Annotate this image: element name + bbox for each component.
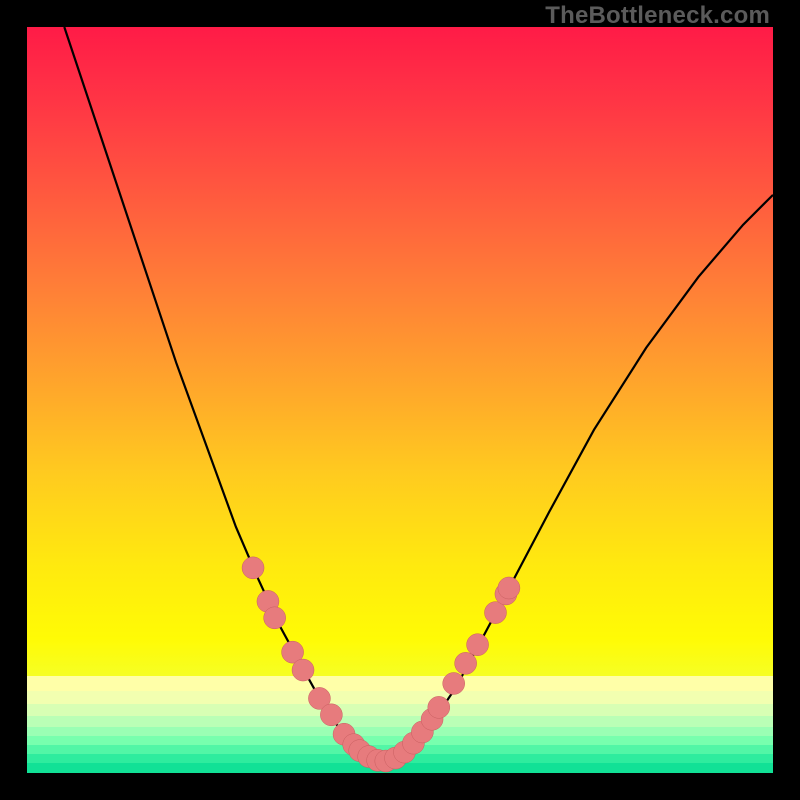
curve-layer bbox=[27, 27, 773, 773]
watermark-text: TheBottleneck.com bbox=[545, 2, 770, 30]
marker-dot bbox=[467, 634, 489, 656]
plot-area bbox=[27, 27, 773, 773]
marker-dot bbox=[292, 659, 314, 681]
marker-dot bbox=[484, 602, 506, 624]
marker-dot bbox=[455, 652, 477, 674]
marker-dot bbox=[428, 696, 450, 718]
marker-dot bbox=[242, 557, 264, 579]
marker-dot bbox=[443, 672, 465, 694]
marker-dot bbox=[320, 704, 342, 726]
marker-group bbox=[242, 557, 520, 772]
curve-right-branch bbox=[381, 195, 773, 763]
curve-left-branch bbox=[64, 27, 381, 763]
marker-dot bbox=[264, 607, 286, 629]
marker-dot bbox=[498, 577, 520, 599]
